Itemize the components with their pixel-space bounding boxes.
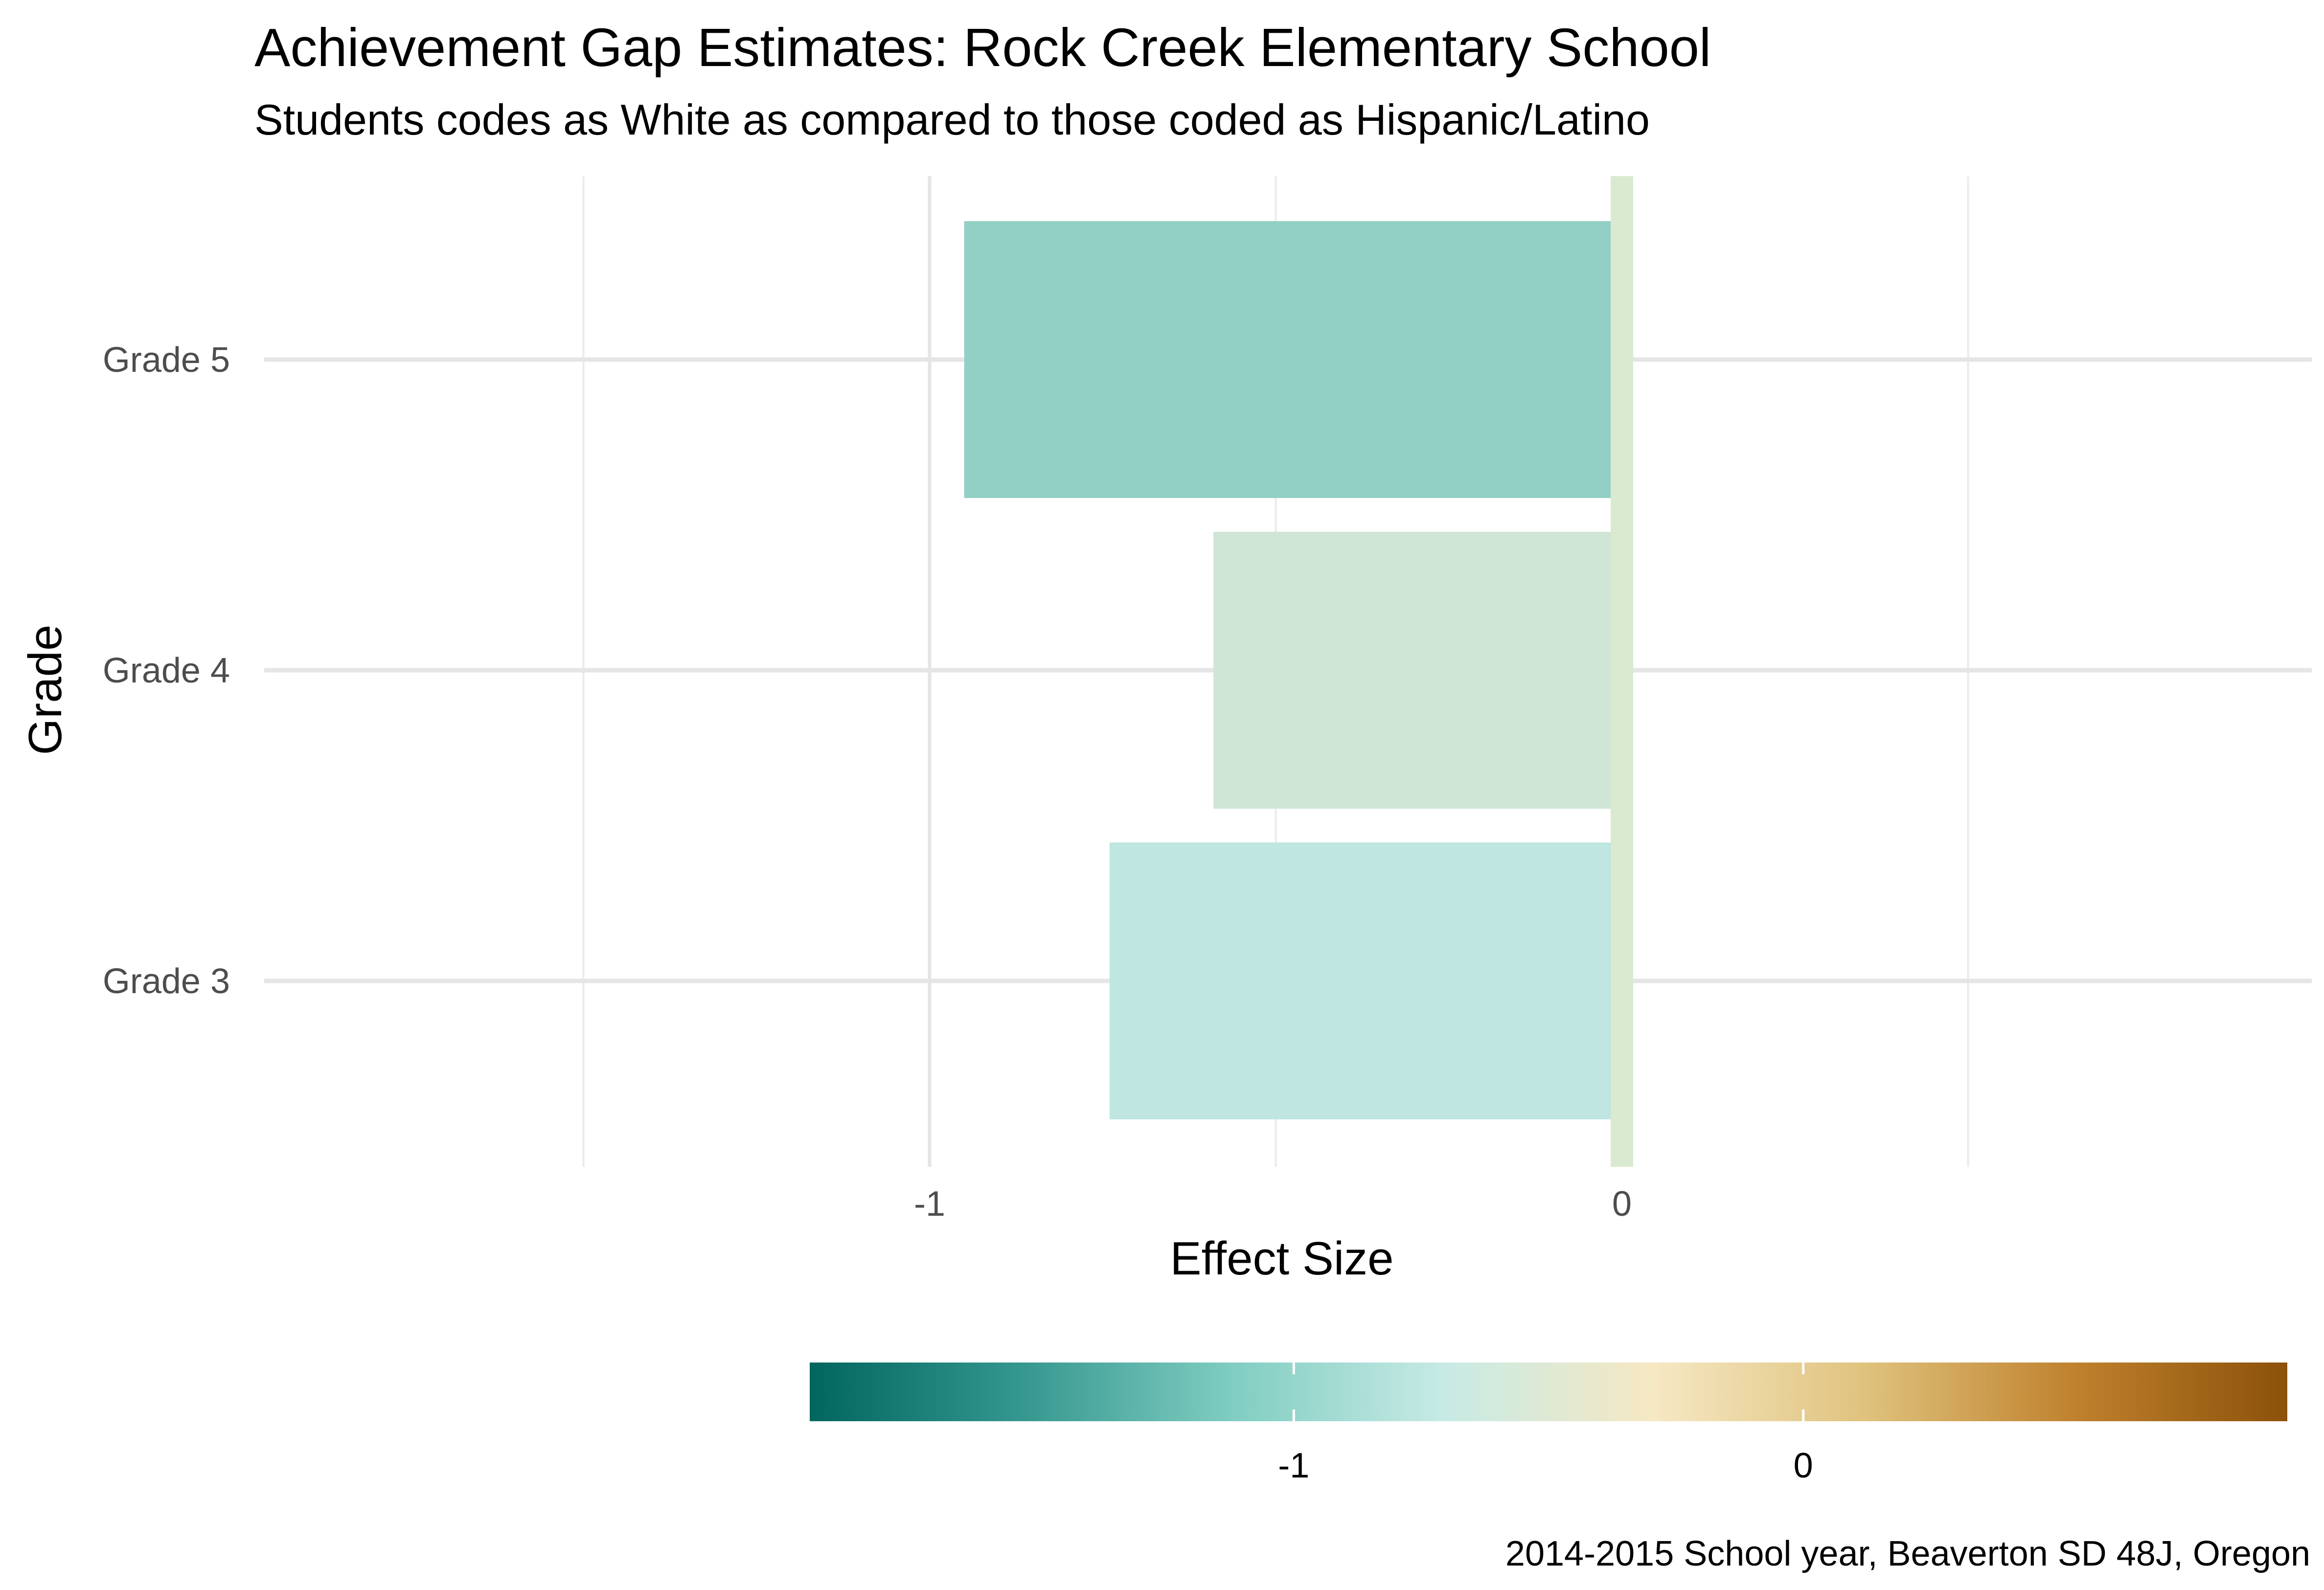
y-tick-label: Grade 4: [103, 651, 230, 690]
colorbar-tick-label: -1: [1278, 1446, 1309, 1485]
x-axis-title: Effect Size: [1170, 1232, 1393, 1285]
bars-layer: [964, 221, 1622, 1119]
colorbar: [810, 1363, 2287, 1421]
tick-layer: Grade 3 Grade 4 Grade 5 -1 0: [103, 341, 1632, 1224]
bar-grade-4: [1213, 532, 1622, 809]
chart-caption: 2014-2015 School year, Beaverton SD 48J,…: [1505, 1534, 2310, 1573]
chart-title: Achievement Gap Estimates: Rock Creek El…: [254, 18, 1711, 78]
colorbar-tick-label: 0: [1794, 1446, 1813, 1485]
bar-grade-5: [964, 221, 1622, 498]
y-tick-label: Grade 5: [103, 341, 230, 380]
chart-subtitle: Students codes as White as compared to t…: [254, 95, 1650, 144]
y-axis-title: Grade: [19, 625, 71, 755]
colorbar-legend: -1 0: [810, 1363, 2287, 1485]
x-tick-label: -1: [914, 1184, 945, 1224]
zero-reference-line: [1611, 176, 1633, 1167]
x-tick-label: 0: [1612, 1184, 1632, 1224]
text-layer: Achievement Gap Estimates: Rock Creek El…: [19, 18, 2310, 1573]
bar-grade-3: [1109, 842, 1622, 1119]
reference-layer: [1611, 176, 1633, 1167]
y-tick-label: Grade 3: [103, 962, 230, 1001]
